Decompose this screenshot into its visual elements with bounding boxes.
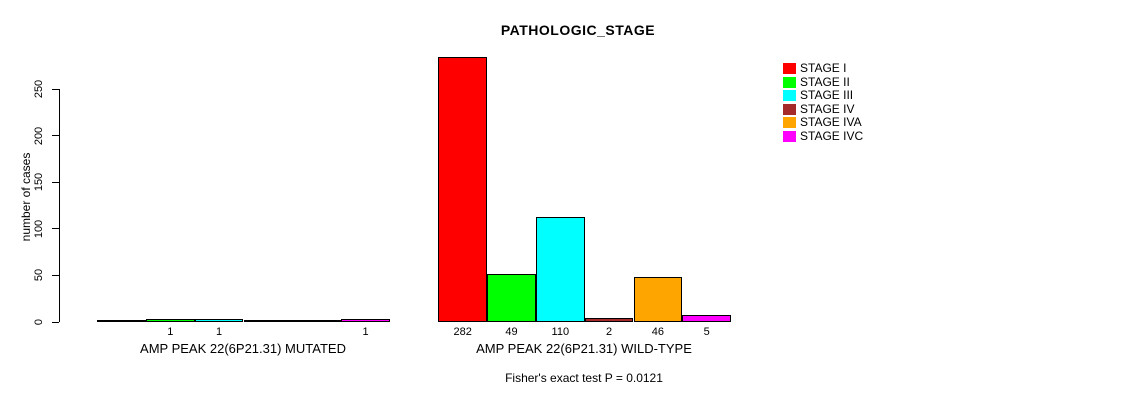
y-tick-mark-250 bbox=[52, 88, 59, 90]
bar-stage-ivc-wild-type bbox=[682, 315, 732, 322]
legend-swatch-icon bbox=[783, 63, 796, 75]
bar-stage-iva-wild-type bbox=[633, 277, 683, 322]
legend-label: STAGE I bbox=[800, 61, 847, 76]
bar-stage-ii-mutated bbox=[145, 319, 195, 322]
y-axis-label: number of cases bbox=[19, 152, 33, 242]
chart-title: PATHOLOGIC_STAGE bbox=[500, 22, 656, 38]
y-tick-label-250: 250 bbox=[33, 79, 45, 99]
y-tick-label-150: 150 bbox=[33, 173, 45, 192]
bar-value-label: 1 bbox=[167, 326, 174, 338]
bar-value-label: 49 bbox=[505, 326, 518, 338]
bar-stage-iv-mutated bbox=[243, 320, 293, 322]
legend: STAGE I STAGE II STAGE III STAGE IV STAGE IV… bbox=[783, 62, 863, 143]
fisher-exact-test-annotation: Fisher's exact test P = 0.0121 bbox=[505, 371, 663, 385]
bar-stage-ii-wild-type bbox=[487, 274, 536, 322]
legend-swatch-icon bbox=[783, 90, 796, 102]
legend-swatch-icon bbox=[783, 130, 796, 142]
legend-label: STAGE IVC bbox=[800, 128, 864, 143]
y-tick-mark-0 bbox=[52, 321, 59, 323]
legend-item-stage-ivc: STAGE IVC bbox=[783, 128, 864, 144]
legend-label: STAGE IV bbox=[800, 101, 855, 116]
legend-item-stage-ii: STAGE II bbox=[783, 74, 863, 90]
bar-value-label: 2 bbox=[606, 326, 613, 338]
bar-value-label: 46 bbox=[651, 326, 665, 338]
legend-item-stage-iii: STAGE III bbox=[783, 89, 863, 103]
bar-stage-ivc-mutated bbox=[341, 319, 390, 322]
legend-swatch-icon bbox=[783, 117, 796, 129]
y-tick-mark-50 bbox=[52, 274, 59, 276]
y-axis-line bbox=[59, 89, 60, 322]
x-group-label-mutated: AMP PEAK 22(6P21.31) MUTATED bbox=[140, 341, 346, 356]
legend-item-stage-iv: STAGE IV bbox=[783, 101, 863, 117]
bar-value-label: 1 bbox=[362, 326, 369, 338]
y-tick-label-100: 100 bbox=[33, 219, 45, 238]
y-tick-mark-150 bbox=[52, 181, 59, 183]
legend-label: STAGE IVA bbox=[800, 115, 862, 130]
bar-stage-iv-wild-type bbox=[584, 318, 634, 322]
bar-stage-iva-mutated bbox=[292, 320, 342, 322]
y-tick-label-200: 200 bbox=[33, 126, 45, 145]
legend-item-stage-i: STAGE I bbox=[783, 62, 863, 76]
x-group-label-wild-type: AMP PEAK 22(6P21.31) WILD-TYPE bbox=[476, 341, 692, 356]
y-tick-mark-200 bbox=[52, 135, 59, 137]
legend-swatch-icon bbox=[783, 76, 796, 88]
bar-value-label: 5 bbox=[703, 326, 710, 338]
bar-value-label: 1 bbox=[216, 326, 223, 338]
y-tick-label-50: 50 bbox=[33, 269, 45, 282]
bar-value-label: 282 bbox=[453, 326, 472, 338]
y-tick-label-0: 0 bbox=[33, 318, 45, 326]
legend-label: STAGE III bbox=[800, 88, 854, 103]
legend-item-stage-iva: STAGE IVA bbox=[783, 116, 863, 130]
bar-stage-iii-wild-type bbox=[535, 217, 585, 322]
bar-stage-iii-mutated bbox=[194, 319, 244, 322]
bar-value-label: 110 bbox=[551, 326, 570, 338]
bar-stage-i-wild-type bbox=[438, 57, 488, 322]
legend-swatch-icon bbox=[783, 103, 796, 115]
bar-stage-i-mutated bbox=[97, 320, 146, 322]
legend-label: STAGE II bbox=[800, 74, 850, 89]
y-tick-mark-100 bbox=[52, 228, 59, 230]
